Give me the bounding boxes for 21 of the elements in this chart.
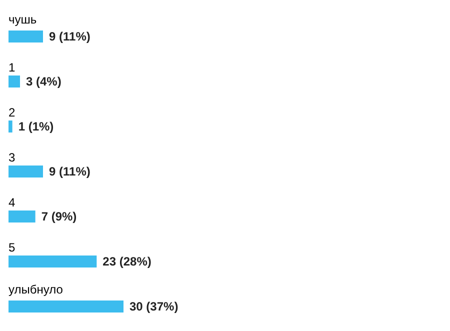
data-label: 9 (11%) xyxy=(49,30,90,44)
data-label: 30 (37%) xyxy=(130,300,178,314)
data-label: 3 (4%) xyxy=(26,74,62,88)
bar xyxy=(8,166,43,178)
bar xyxy=(8,256,97,268)
bar xyxy=(8,210,36,222)
y-tick-label: улыбнуло xyxy=(8,282,64,296)
data-label: 1 (1%) xyxy=(18,120,54,134)
y-tick-label: 4 xyxy=(8,196,16,210)
data-label: 7 (9%) xyxy=(41,210,77,224)
y-tick-label: 5 xyxy=(8,240,16,254)
data-label: 23 (28%) xyxy=(102,254,152,268)
bar xyxy=(8,120,12,132)
bar xyxy=(8,300,124,312)
y-tick-label: 2 xyxy=(8,106,16,120)
bar xyxy=(8,30,43,42)
bar xyxy=(8,76,20,88)
y-tick-label: 1 xyxy=(8,60,16,74)
y-tick-label: чушь xyxy=(8,12,37,26)
data-label: 9 (11%) xyxy=(49,164,90,178)
y-tick-label: 3 xyxy=(8,150,16,164)
